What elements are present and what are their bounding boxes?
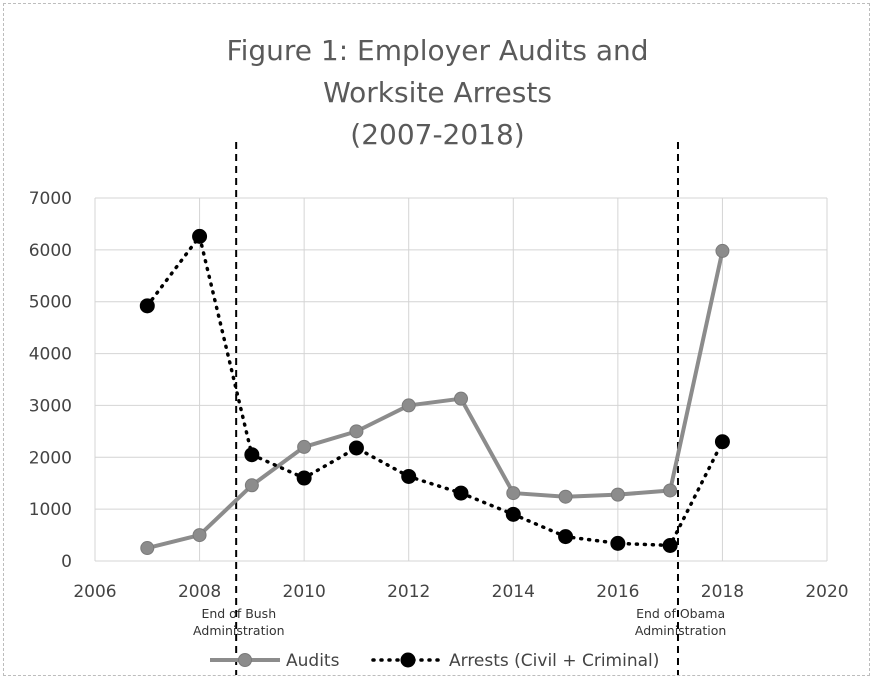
y-tick-label-0: 0: [61, 552, 72, 572]
y-tick-label-7000: 7000: [29, 189, 72, 209]
data-point-arrests-2010: [296, 470, 312, 486]
data-point-arrests-2016: [610, 535, 626, 551]
y-tick-label-5000: 5000: [29, 293, 72, 313]
data-point-arrests-2013: [453, 485, 469, 501]
data-point-arrests-2017: [662, 537, 678, 553]
data-point-audits-2012: [401, 398, 416, 413]
chart-title: Figure 1: Employer Audits and Worksite A…: [0, 30, 875, 156]
data-point-audits-2013: [454, 391, 468, 406]
y-tick-label-3000: 3000: [29, 396, 72, 416]
x-tick-label-2010: 2010: [283, 582, 326, 602]
x-tick-label-2006: 2006: [73, 582, 116, 602]
administration-marker-label-2-line-1: End of Obama: [636, 606, 725, 621]
data-point-audits-2016: [610, 487, 625, 502]
data-point-arrests-2015: [558, 529, 574, 545]
chart-title-line-3: (2007-2018): [350, 118, 525, 151]
x-tick-label-2018: 2018: [701, 582, 744, 602]
data-point-arrests-2011: [348, 440, 364, 456]
data-point-audits-2009: [244, 478, 259, 493]
data-point-arrests-2008: [192, 228, 208, 244]
legend-swatch-marker-arrests: [400, 652, 416, 668]
legend-label-audits: Audits: [286, 651, 340, 671]
x-tick-label-2012: 2012: [387, 582, 430, 602]
administration-marker-label-2-line-2: Administration: [635, 623, 726, 638]
data-point-arrests-2007: [139, 298, 155, 314]
administration-marker-label-1-line-1: End of Bush: [201, 606, 276, 621]
data-point-audits-2010: [297, 439, 312, 454]
chart-title-line-2: Worksite Arrests: [323, 76, 552, 109]
data-point-audits-2008: [192, 528, 207, 543]
y-tick-label-2000: 2000: [29, 448, 72, 468]
data-point-audits-2014: [506, 486, 521, 501]
data-point-arrests-2018: [714, 434, 730, 450]
chart-frame: [3, 3, 870, 676]
administration-marker-label-1-line-2: Administration: [193, 623, 284, 638]
chart-title-line-1: Figure 1: Employer Audits and: [226, 34, 649, 67]
data-point-audits-2007: [140, 541, 155, 556]
data-point-audits-2015: [558, 489, 573, 504]
series-line-arrests: [145, 234, 725, 548]
legend-label-arrests: Arrests (Civil + Criminal): [449, 651, 659, 671]
data-point-arrests-2012: [401, 468, 417, 484]
y-tick-label-1000: 1000: [29, 500, 72, 520]
series-line-audits: [146, 250, 725, 550]
y-tick-label-4000: 4000: [29, 345, 72, 365]
y-tick-label-6000: 6000: [29, 241, 72, 261]
x-tick-label-2020: 2020: [805, 582, 848, 602]
legend-swatch-marker-audits: [238, 653, 252, 667]
data-point-arrests-2014: [505, 506, 521, 522]
data-point-audits-2011: [349, 424, 364, 439]
x-tick-label-2016: 2016: [596, 582, 639, 602]
x-tick-label-2014: 2014: [492, 582, 535, 602]
data-point-audits-2018: [715, 243, 730, 258]
data-point-arrests-2009: [244, 447, 260, 463]
data-point-audits-2017: [663, 483, 678, 498]
x-tick-label-2008: 2008: [178, 582, 221, 602]
